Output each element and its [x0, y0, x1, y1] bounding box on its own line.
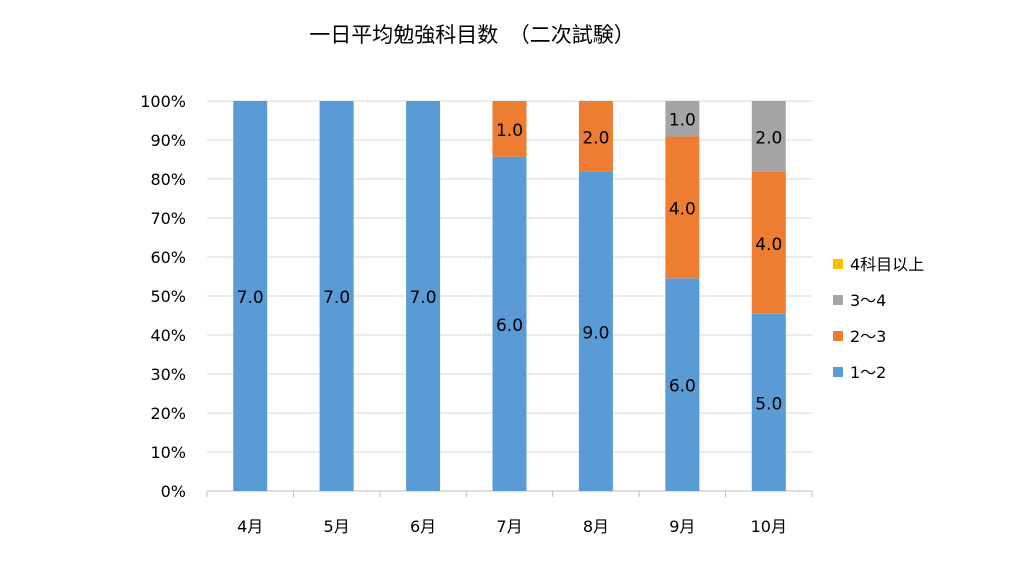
legend-swatch: [833, 259, 843, 269]
legend-label: 3～4: [850, 291, 886, 310]
data-label: 5.0: [755, 394, 782, 414]
bar-segment: [578, 101, 613, 172]
data-label: 2.0: [582, 128, 609, 148]
chart-title: 一日平均勉強科目数 （二次試験）: [309, 23, 635, 47]
axes: 0% 10% 20% 30% 40% 50% 60% 70% 80% 90% 100% 4月 5月 6月 7…: [140, 92, 813, 536]
legend-label: 1～2: [850, 363, 886, 382]
legend-label: 4科目以上: [850, 255, 924, 274]
y-tick-label: 100%: [140, 92, 186, 111]
data-label: 2.0: [755, 128, 782, 148]
data-label: 1.0: [669, 111, 696, 131]
data-label: 6.0: [496, 316, 523, 336]
data-label: 6.0: [669, 377, 696, 397]
y-tick-label: 40%: [150, 326, 186, 345]
bar-segment: [578, 171, 613, 491]
data-labels: 7.0 7.0 7.0 6.0 1.0 9.0 2.0 6.0 4.0 1.0 5.0 4.0 2.0: [237, 111, 783, 415]
bar-segment: [751, 171, 786, 314]
data-label: 4.0: [669, 199, 696, 219]
data-label: 7.0: [237, 288, 264, 308]
bar-segment: [665, 278, 700, 491]
bar-segment: [665, 136, 700, 279]
x-tick-label: 8月: [583, 517, 609, 536]
x-tick-label: 10月: [751, 517, 787, 536]
y-tick-label: 30%: [150, 365, 186, 384]
legend: 4科目以上 3～4 2～3 1～2: [833, 255, 924, 382]
x-tick-label: 9月: [669, 517, 695, 536]
legend-swatch: [833, 295, 843, 305]
bar-segment: [233, 101, 268, 491]
x-tick-label: 6月: [410, 517, 436, 536]
bar-segment: [319, 101, 354, 491]
bar-segment: [751, 101, 786, 172]
bar-segment: [492, 101, 527, 157]
y-tick-label: 80%: [150, 170, 186, 189]
x-tick-label: 5月: [324, 517, 350, 536]
x-tick-label: 7月: [496, 517, 522, 536]
y-tick-label: 50%: [150, 287, 186, 306]
data-label: 7.0: [410, 288, 437, 308]
y-tick-label: 70%: [150, 209, 186, 228]
y-tick-label: 0%: [161, 482, 186, 501]
y-tick-label: 90%: [150, 131, 186, 150]
legend-label: 2～3: [850, 327, 886, 346]
data-label: 7.0: [323, 288, 350, 308]
data-label: 4.0: [755, 235, 782, 255]
bar-segment: [406, 101, 441, 491]
data-label: 1.0: [496, 121, 523, 141]
y-tick-label: 10%: [150, 443, 186, 462]
y-tick-label: 60%: [150, 248, 186, 267]
x-tick-label: 4月: [237, 517, 263, 536]
bar-segment: [665, 101, 700, 137]
y-tick-label: 20%: [150, 404, 186, 423]
bars: [233, 101, 786, 491]
bar-segment: [751, 313, 786, 491]
legend-swatch: [833, 367, 843, 377]
legend-swatch: [833, 331, 843, 341]
data-label: 9.0: [582, 323, 609, 343]
bar-segment: [492, 156, 527, 491]
